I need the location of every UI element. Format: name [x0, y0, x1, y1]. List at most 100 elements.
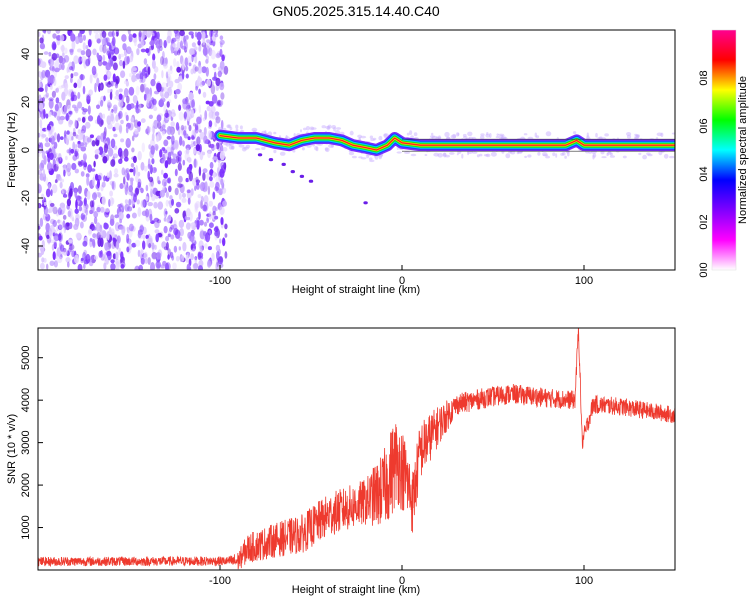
noise-blob: [45, 137, 49, 143]
noise-blob: [48, 97, 54, 102]
noise-blob: [110, 159, 116, 167]
noise-blob: [166, 178, 171, 184]
colorbar: 0.0 0.2 0.4 0.6 0.8 Normalized spectral ampl…: [698, 29, 749, 278]
noise-blob: [204, 243, 208, 249]
noise-blob: [74, 188, 78, 198]
noise-blob: [80, 146, 87, 152]
noise-blob: [117, 203, 123, 208]
noise-blob: [179, 228, 184, 237]
noise-blob: [114, 214, 119, 219]
noise-blob: [180, 124, 185, 131]
noise-blob: [73, 72, 79, 77]
noise-blob: [86, 95, 91, 105]
noise-blob: [66, 162, 72, 173]
noise-blob: [211, 94, 218, 104]
noise-blob: [85, 207, 88, 216]
x-tick-label: 0: [399, 275, 405, 287]
noise-blob: [216, 99, 222, 106]
noise-blob: [39, 42, 46, 50]
track-halo-blob: [328, 144, 334, 148]
noise-blob: [111, 181, 115, 190]
noise-blob: [177, 49, 181, 56]
noise-blob: [154, 167, 157, 172]
noise-blob: [137, 121, 142, 127]
noise-blob: [59, 136, 64, 141]
track-halo-blob: [314, 146, 318, 151]
noise-blob: [193, 158, 197, 169]
noise-blob: [214, 186, 219, 192]
noise-blob: [142, 30, 148, 38]
noise-blob: [92, 238, 96, 247]
track-halo-blob: [444, 154, 450, 158]
noise-blob: [56, 158, 59, 167]
noise-blob: [203, 195, 209, 204]
noise-blob: [176, 41, 181, 49]
noise-blob: [53, 77, 57, 87]
noise-blob: [110, 116, 116, 124]
noise-blob: [155, 260, 161, 269]
noise-blob: [174, 78, 180, 84]
noise-blob: [126, 95, 130, 104]
noise-blob: [134, 265, 140, 270]
noise-blob: [202, 204, 208, 212]
noise-blob: [107, 147, 114, 157]
noise-blob: [41, 134, 47, 138]
noise-blob: [203, 201, 209, 212]
noise-blob: [77, 263, 83, 270]
noise-blob: [209, 161, 214, 169]
noise-blob: [96, 135, 101, 140]
noise-blob: [165, 262, 169, 270]
noise-blob: [107, 100, 111, 106]
track-halo-blob: [555, 153, 558, 158]
noise-blob: [215, 207, 218, 212]
noise-blob: [196, 31, 202, 41]
noise-blob: [160, 169, 164, 175]
snr-frame: [37, 327, 676, 571]
noise-blob: [114, 32, 117, 37]
noise-blob: [171, 255, 175, 261]
noise-blob: [70, 77, 73, 84]
spectrogram-signal-track: [214, 124, 675, 205]
noise-blob: [85, 58, 91, 67]
noise-blob: [214, 111, 220, 117]
noise-blob: [53, 233, 60, 242]
noise-blob: [51, 111, 58, 117]
noise-blob: [179, 183, 185, 194]
noise-blob: [118, 226, 125, 230]
noise-blob: [209, 30, 214, 38]
noise-blob: [165, 199, 169, 207]
track-halo-blob: [325, 147, 330, 153]
noise-blob: [58, 153, 62, 162]
noise-blob: [107, 71, 112, 78]
noise-blob: [136, 199, 140, 205]
noise-blob: [67, 104, 72, 112]
noise-blob: [196, 76, 203, 86]
noise-blob: [104, 208, 110, 213]
stray-point: [363, 201, 368, 205]
noise-blob: [72, 131, 77, 137]
noise-blob: [52, 33, 57, 39]
noise-blob: [111, 180, 116, 191]
noise-blob: [39, 217, 44, 227]
noise-blob: [102, 156, 108, 164]
noise-blob: [106, 172, 110, 179]
noise-blob: [164, 160, 169, 169]
noise-blob: [217, 172, 221, 177]
noise-blob: [80, 171, 85, 177]
noise-blob: [168, 80, 174, 89]
noise-blob: [164, 112, 170, 118]
noise-blob: [167, 86, 173, 96]
noise-blob: [161, 158, 166, 164]
noise-blob: [57, 219, 61, 224]
noise-blob: [124, 156, 129, 162]
noise-blob: [155, 190, 161, 197]
noise-blob: [121, 34, 127, 42]
noise-blob: [223, 65, 229, 75]
noise-blob: [188, 62, 192, 67]
noise-blob: [154, 143, 159, 151]
noise-blob: [61, 189, 64, 196]
noise-blob: [142, 199, 147, 208]
noise-blob: [78, 206, 83, 212]
colorbar-tick-label: 0.4: [698, 166, 710, 181]
